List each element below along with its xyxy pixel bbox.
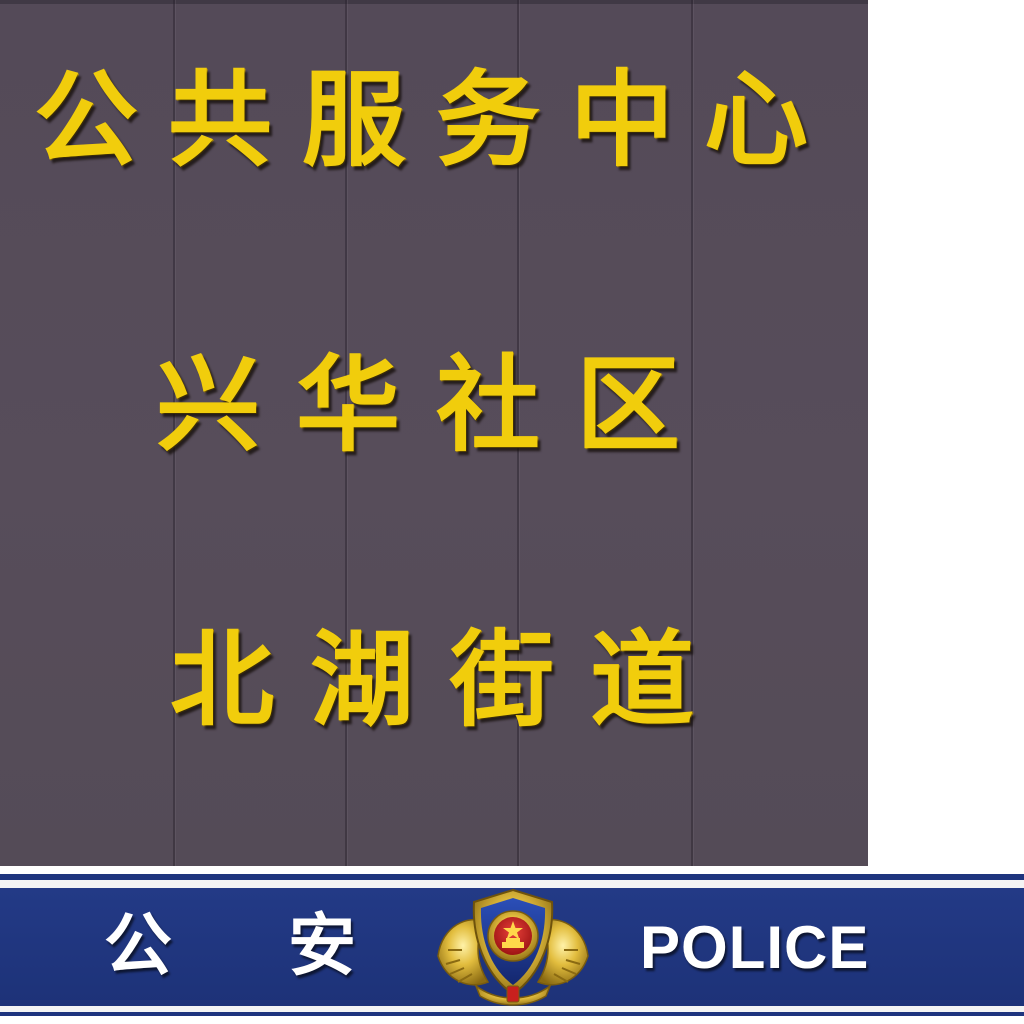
police-stripe-top: [0, 880, 1024, 888]
police-emblem-icon: [437, 888, 589, 1006]
board-top-edge: [0, 0, 868, 4]
panel-seam: [173, 0, 175, 866]
panel-seam: [517, 0, 519, 866]
police-en-label: POLICE: [640, 914, 870, 981]
sign-street-line: 北湖街道: [170, 618, 731, 741]
panel-seam: [691, 0, 693, 866]
sign-title-line: 公共服务中心: [34, 58, 839, 181]
sign-board: 公共服务中心 兴华社区 北湖街道: [0, 0, 868, 866]
panel-seam: [345, 0, 347, 866]
sign-community-line: 兴华社区: [156, 343, 717, 466]
police-cn-char: 公: [104, 907, 173, 986]
police-stripe-bottom: [0, 1006, 1024, 1012]
police-cn-char: 安: [288, 907, 357, 986]
